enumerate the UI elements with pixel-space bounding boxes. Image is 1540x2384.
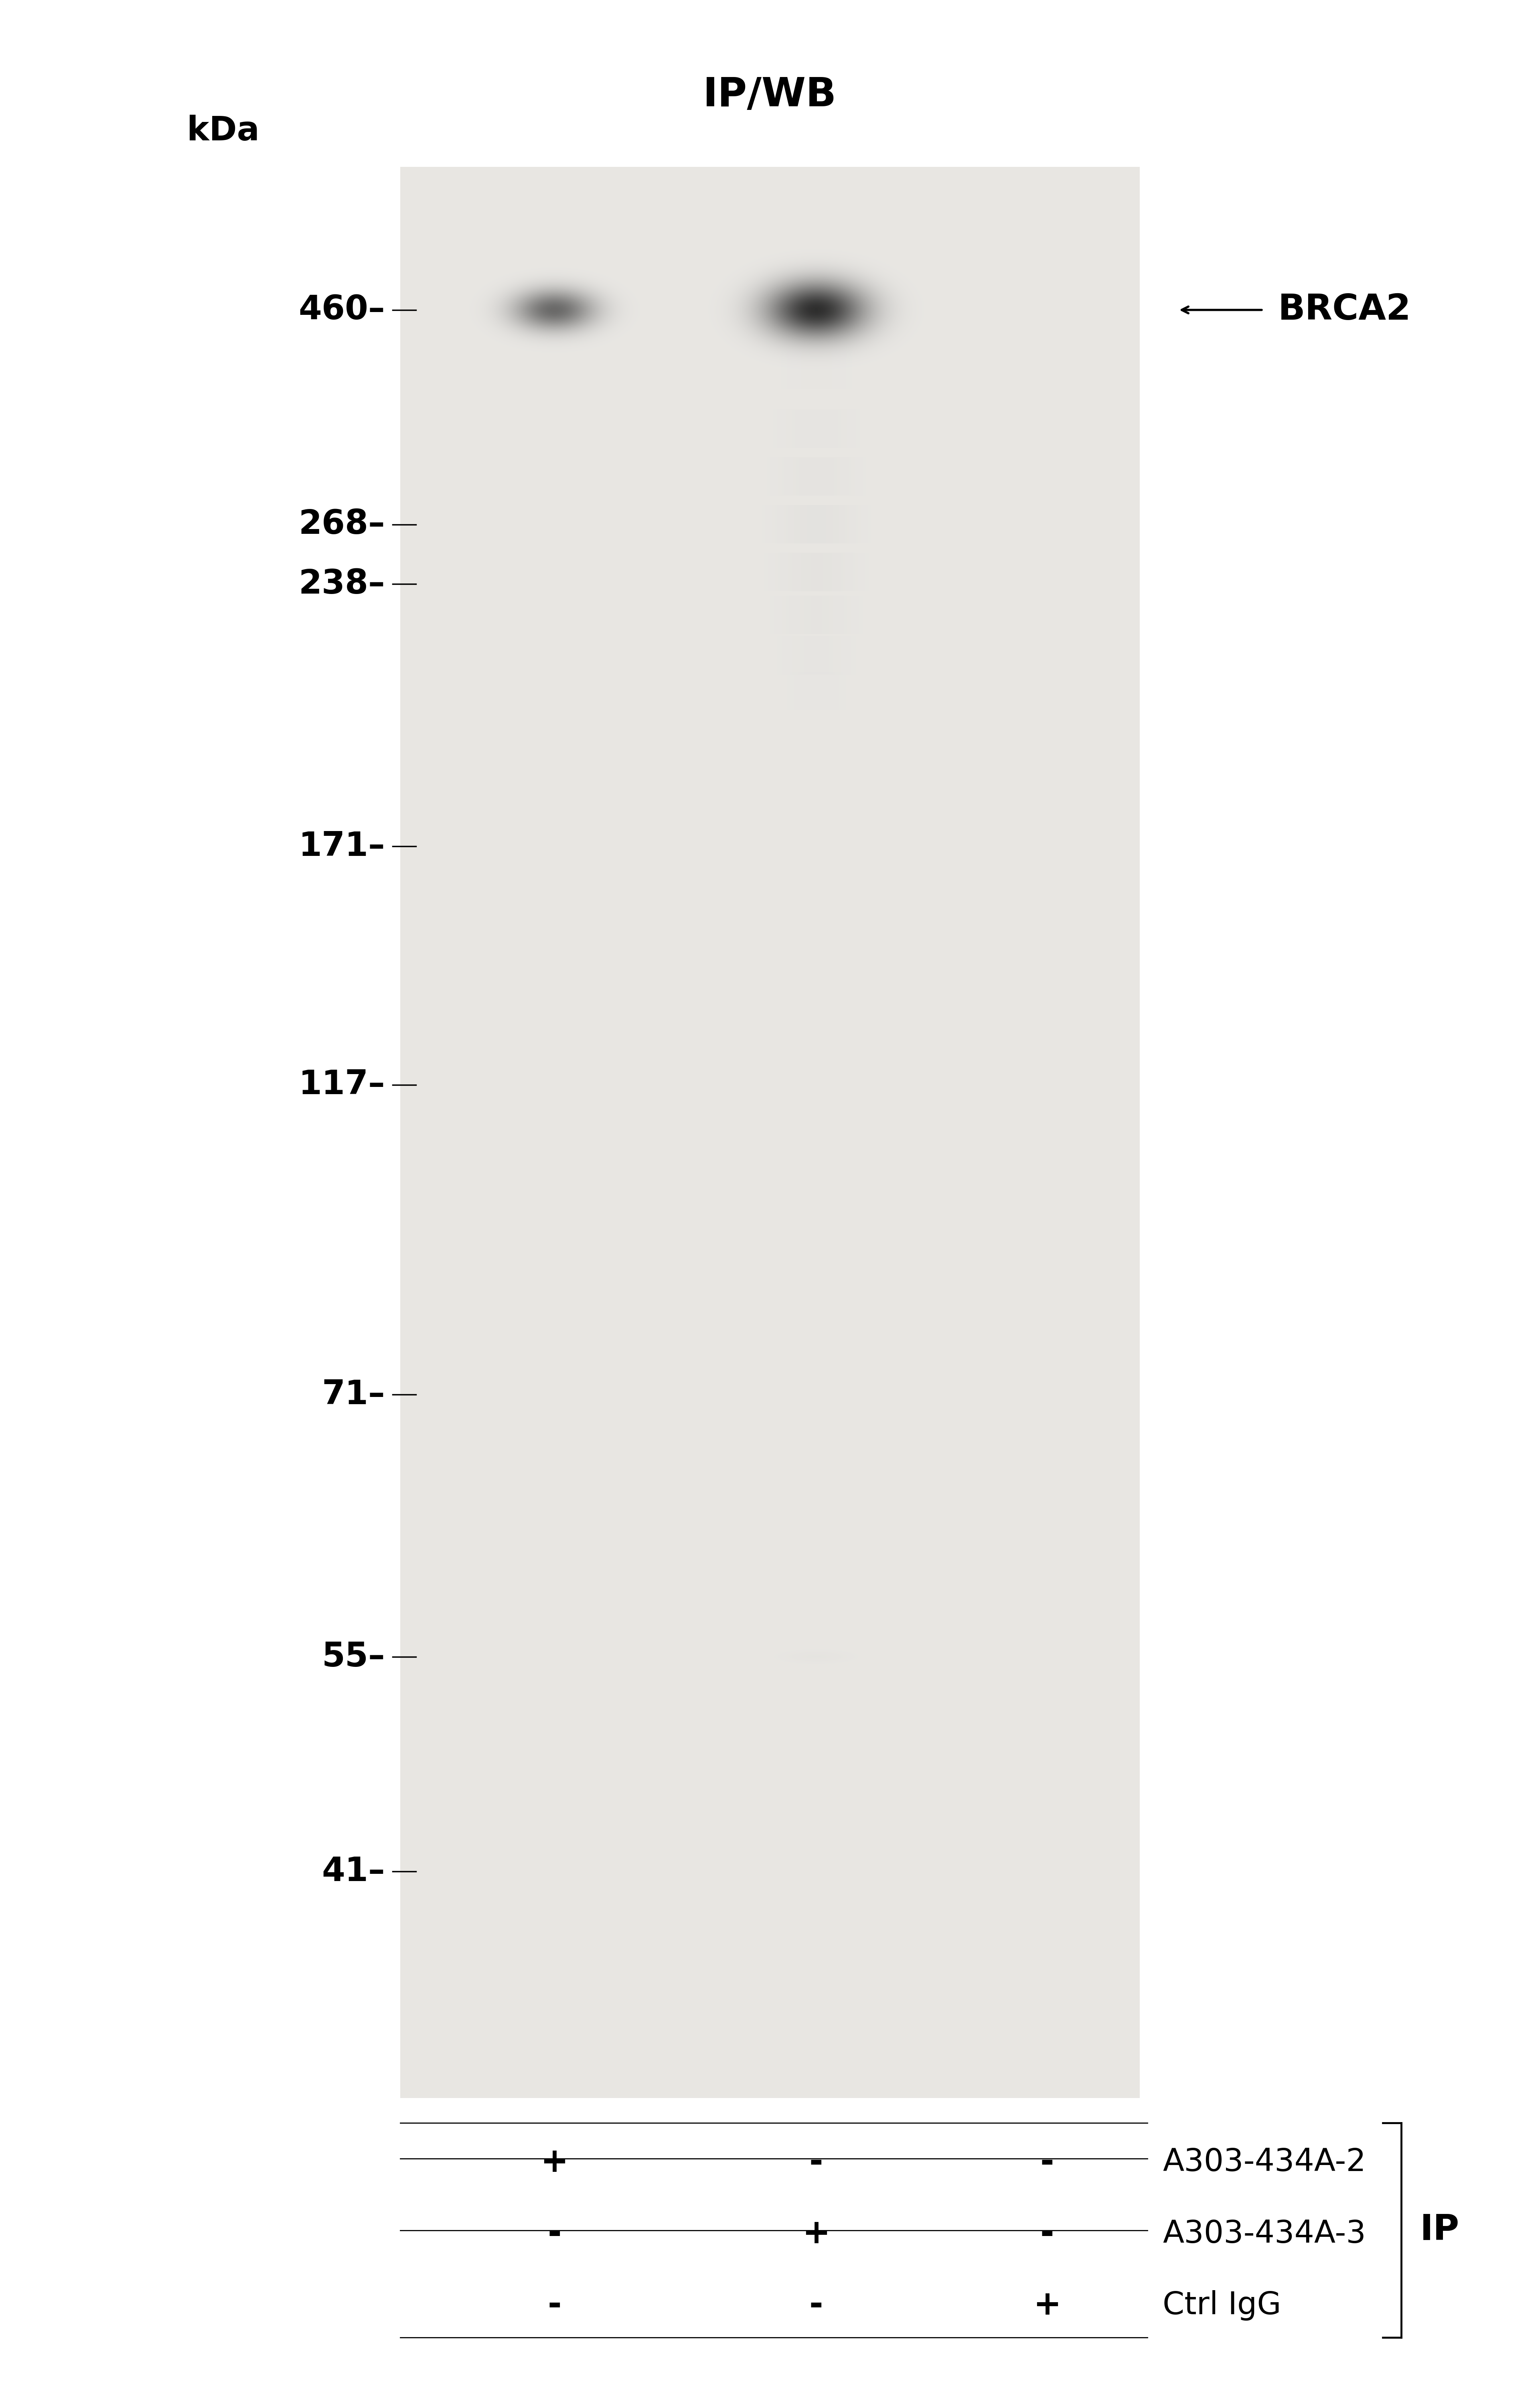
- Text: kDa: kDa: [186, 114, 260, 148]
- Text: BRCA2: BRCA2: [1278, 293, 1411, 327]
- Text: -: -: [547, 2217, 562, 2250]
- Text: -: -: [808, 2289, 824, 2322]
- Text: 71–: 71–: [322, 1378, 385, 1411]
- Text: +: +: [802, 2217, 830, 2250]
- Text: 117–: 117–: [299, 1068, 385, 1101]
- Text: +: +: [541, 2146, 568, 2179]
- Text: 268–: 268–: [299, 508, 385, 541]
- Text: -: -: [1040, 2217, 1055, 2250]
- Text: A303-434A-3: A303-434A-3: [1163, 2220, 1366, 2248]
- Bar: [400, 167, 1140, 2098]
- Text: -: -: [808, 2146, 824, 2179]
- Text: Ctrl IgG: Ctrl IgG: [1163, 2291, 1281, 2320]
- Text: 55–: 55–: [322, 1640, 385, 1674]
- Text: 460–: 460–: [299, 293, 385, 327]
- Text: A303-434A-2: A303-434A-2: [1163, 2148, 1366, 2177]
- Text: IP: IP: [1420, 2212, 1460, 2248]
- Text: 238–: 238–: [299, 567, 385, 601]
- Text: 41–: 41–: [322, 1855, 385, 1888]
- Text: -: -: [547, 2289, 562, 2322]
- Text: -: -: [1040, 2146, 1055, 2179]
- Text: +: +: [1033, 2289, 1061, 2322]
- Text: 171–: 171–: [299, 830, 385, 863]
- Text: IP/WB: IP/WB: [704, 76, 836, 114]
